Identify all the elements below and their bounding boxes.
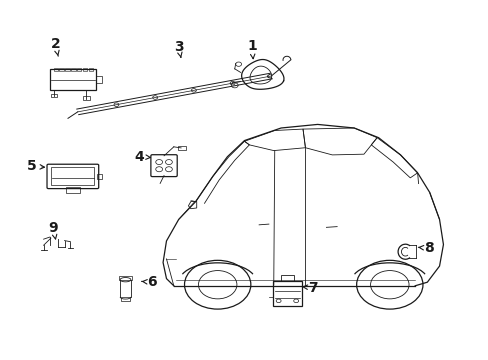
Bar (272, 281, 302, 306)
Bar (50, 69, 96, 90)
Bar (65, 68, 70, 71)
Bar (177, 146, 186, 150)
Bar (77, 68, 81, 71)
Text: 4: 4 (135, 150, 150, 164)
Bar (280, 275, 294, 281)
Bar (54, 68, 58, 71)
Bar (51, 94, 57, 97)
Text: 7: 7 (302, 280, 317, 294)
Text: 9: 9 (48, 221, 58, 239)
Bar (71, 68, 75, 71)
Bar (60, 68, 64, 71)
Bar (82, 68, 87, 71)
Bar (121, 297, 130, 301)
Bar (97, 174, 102, 179)
Text: 1: 1 (246, 39, 256, 59)
Text: 6: 6 (141, 275, 156, 289)
Bar (119, 276, 132, 280)
Text: 5: 5 (26, 159, 44, 174)
Text: 2: 2 (50, 37, 60, 56)
Bar (83, 96, 89, 100)
Bar (65, 187, 80, 193)
Bar (96, 76, 102, 83)
Bar (88, 68, 93, 71)
Text: 3: 3 (174, 40, 183, 57)
Text: 8: 8 (418, 241, 433, 255)
